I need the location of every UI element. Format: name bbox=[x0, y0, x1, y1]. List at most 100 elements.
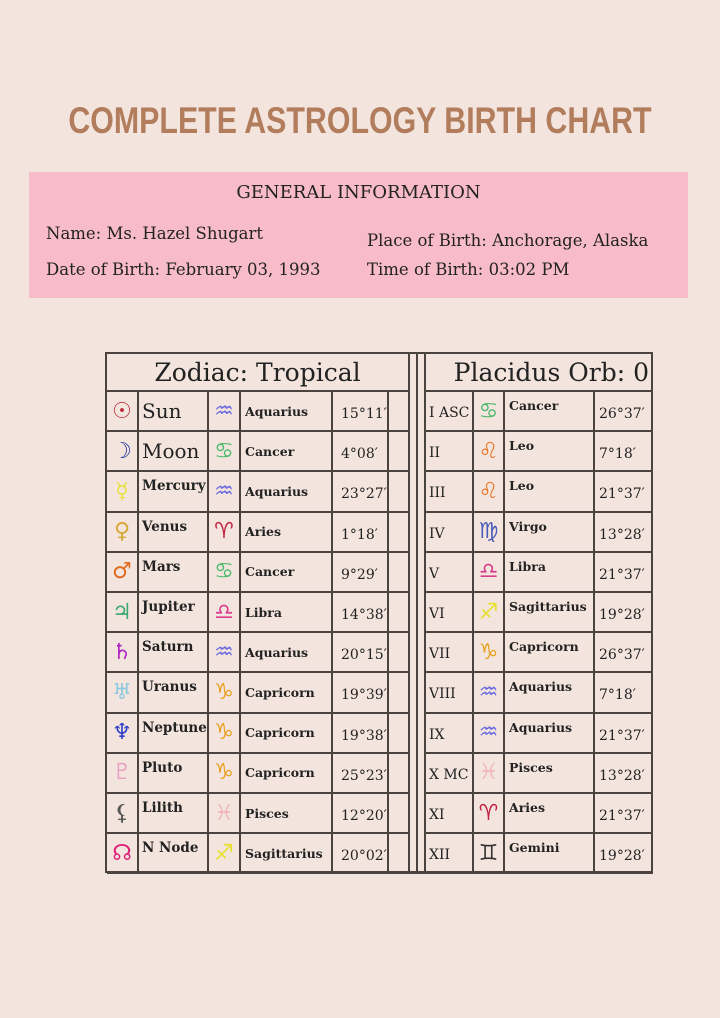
sagittarius-icon: ♐︎ bbox=[474, 593, 505, 634]
house-sign: Sagittarius bbox=[505, 593, 595, 634]
pluto-icon: ♇︎ bbox=[107, 753, 139, 794]
leo-icon: ♌︎ bbox=[474, 432, 505, 473]
empty-cell bbox=[389, 432, 410, 473]
planet-degree: 4°08′ bbox=[333, 432, 389, 473]
aquarius-icon: ♒︎ bbox=[209, 472, 241, 513]
house-sign: Libra bbox=[505, 552, 595, 593]
house-number: V bbox=[426, 552, 474, 593]
aquarius-icon: ♒︎ bbox=[474, 713, 505, 754]
house-degree: 13°28′ bbox=[595, 754, 653, 794]
planet-degree: 23°27′ bbox=[333, 472, 389, 513]
venus-icon: ♀︎ bbox=[107, 512, 139, 553]
sun-icon: ☉︎ bbox=[107, 392, 139, 433]
general-info-heading: GENERAL INFORMATION bbox=[236, 182, 481, 203]
zodiac-header: Zodiac: Tropical bbox=[107, 354, 410, 392]
planet-sign: Aquarius bbox=[241, 392, 333, 433]
empty-cell bbox=[389, 392, 410, 433]
jupiter-icon: ♃︎ bbox=[107, 593, 139, 634]
house-degree: 21°37′ bbox=[595, 794, 653, 835]
leo-icon: ♌︎ bbox=[474, 472, 505, 513]
house-number: IV bbox=[426, 512, 474, 553]
planet-name: Mars bbox=[139, 552, 209, 593]
planet-name: Saturn bbox=[139, 633, 209, 674]
house-sign: Aquarius bbox=[505, 673, 595, 714]
planet-sign: Aries bbox=[241, 512, 333, 553]
moon-icon: ☽︎ bbox=[107, 432, 139, 473]
house-number: VI bbox=[426, 593, 474, 634]
pisces-icon: ♓︎ bbox=[474, 753, 505, 794]
planet-degree: 20°02′ bbox=[333, 834, 389, 875]
house-sign: Virgo bbox=[505, 512, 595, 553]
planet-name: Neptune bbox=[139, 713, 209, 754]
libra-icon: ♎︎ bbox=[209, 593, 241, 634]
house-number: IX bbox=[426, 713, 474, 754]
house-degree: 7°18′ bbox=[595, 432, 653, 473]
house-number: VII bbox=[426, 633, 474, 674]
virgo-icon: ♍︎ bbox=[474, 512, 505, 553]
mars-icon: ♂︎ bbox=[107, 552, 139, 593]
planet-degree: 19°38′ bbox=[333, 713, 389, 754]
empty-cell bbox=[389, 794, 410, 835]
sagittarius-icon: ♐︎ bbox=[209, 834, 241, 875]
houses-header: Placidus Orb: 0 bbox=[426, 354, 653, 392]
cancer-icon: ♋︎ bbox=[209, 552, 241, 593]
house-sign: Leo bbox=[505, 432, 595, 473]
planet-degree: 15°11′ bbox=[333, 392, 389, 433]
planet-degree: 14°38′ bbox=[333, 593, 389, 634]
cancer-icon: ♋︎ bbox=[474, 392, 505, 433]
house-sign: Cancer bbox=[505, 392, 595, 433]
planet-degree: 12°20′ bbox=[333, 794, 389, 835]
empty-cell bbox=[389, 593, 410, 634]
capricorn-icon: ♑︎ bbox=[209, 713, 241, 754]
separator-col bbox=[410, 354, 418, 875]
empty-cell bbox=[389, 834, 410, 875]
empty-cell bbox=[389, 552, 410, 593]
planet-sign: Aquarius bbox=[241, 633, 333, 674]
planet-sign: Cancer bbox=[241, 552, 333, 593]
planet-sign: Aquarius bbox=[241, 472, 333, 513]
mercury-icon: ☿︎ bbox=[107, 472, 139, 513]
aquarius-icon: ♒︎ bbox=[209, 633, 241, 674]
time-of-birth-field: Time of Birth: 03:02 PM bbox=[367, 260, 570, 279]
place-of-birth-field: Place of Birth: Anchorage, Alaska bbox=[367, 231, 649, 250]
planet-sign: Capricorn bbox=[241, 753, 333, 794]
house-degree: 26°37′ bbox=[595, 633, 653, 674]
house-degree: 7°18′ bbox=[595, 673, 653, 714]
planet-name: Pluto bbox=[139, 753, 209, 794]
planet-degree: 1°18′ bbox=[333, 512, 389, 553]
planet-name: Sun bbox=[139, 392, 209, 433]
planet-sign: Pisces bbox=[241, 794, 333, 835]
empty-cell bbox=[389, 673, 410, 714]
house-number: I ASC bbox=[426, 392, 474, 433]
capricorn-icon: ♑︎ bbox=[209, 673, 241, 714]
planet-sign: Capricorn bbox=[241, 713, 333, 754]
planet-name: Lilith bbox=[139, 794, 209, 835]
empty-cell bbox=[389, 633, 410, 674]
saturn-icon: ♄︎ bbox=[107, 633, 139, 674]
planet-name: Moon bbox=[139, 432, 209, 473]
house-degree: 19°28′ bbox=[595, 834, 653, 875]
house-sign: Leo bbox=[505, 472, 595, 513]
house-number: III bbox=[426, 472, 474, 513]
aquarius-icon: ♒︎ bbox=[209, 392, 241, 433]
house-degree: 21°37′ bbox=[595, 714, 653, 754]
separator-col bbox=[418, 354, 426, 875]
planet-degree: 25°23′ bbox=[333, 753, 389, 794]
empty-cell bbox=[389, 713, 410, 754]
house-degree: 13°28′ bbox=[595, 513, 653, 553]
planet-name: Jupiter bbox=[139, 593, 209, 634]
north-node-icon: ☊︎ bbox=[107, 834, 139, 875]
pisces-icon: ♓︎ bbox=[209, 794, 241, 835]
empty-cell bbox=[389, 753, 410, 794]
planet-sign: Cancer bbox=[241, 432, 333, 473]
empty-cell bbox=[389, 472, 410, 513]
planet-sign: Sagittarius bbox=[241, 834, 333, 875]
house-degree: 21°37′ bbox=[595, 472, 653, 513]
uranus-icon: ♅︎ bbox=[107, 673, 139, 714]
house-number: VIII bbox=[426, 673, 474, 714]
house-number: II bbox=[426, 432, 474, 473]
house-number: XI bbox=[426, 794, 474, 835]
empty-cell bbox=[389, 512, 410, 553]
aquarius-icon: ♒︎ bbox=[474, 673, 505, 714]
